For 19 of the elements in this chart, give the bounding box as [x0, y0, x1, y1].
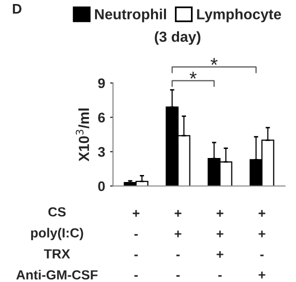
- text: poly(I:C): [31, 228, 84, 240]
- category-label: + + - +: [258, 210, 266, 278]
- y-tick-label: 6: [98, 112, 105, 123]
- y-tick-label: 3: [98, 147, 105, 157]
- chart-title: (3 day): [154, 31, 200, 45]
- text: CS: [48, 207, 66, 217]
- text: *: [190, 72, 197, 79]
- category-label: + + - -: [174, 210, 182, 277]
- text: *: [210, 58, 218, 65]
- category-label: + + + -: [216, 210, 224, 277]
- y-tick-label: 0: [98, 181, 105, 192]
- legend-label: Neutrophil: [95, 8, 166, 22]
- text: D: [12, 4, 22, 14]
- y-tick-label: 9: [98, 78, 105, 88]
- legend-label: Lymphocyte: [197, 8, 282, 22]
- category-label: + - - -: [132, 210, 140, 277]
- text: TRX: [44, 249, 70, 258]
- text: Anti-GM-CSF: [16, 270, 98, 280]
- y-axis-title: X10$^{3}$/ml: [76, 108, 90, 162]
